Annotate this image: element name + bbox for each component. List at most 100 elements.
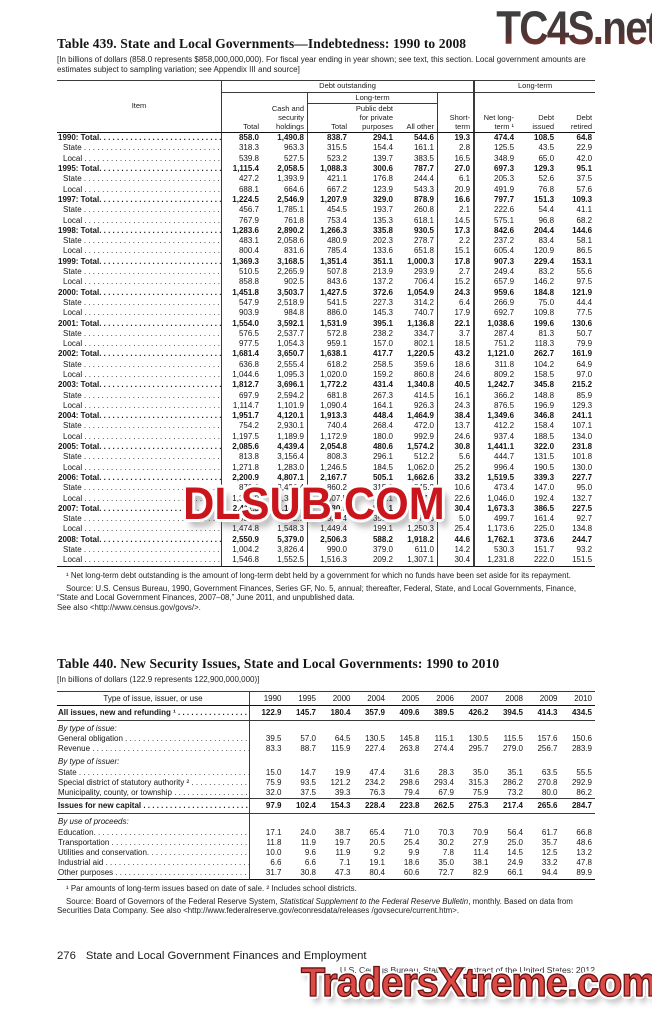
table-row: 2005: Total. . . . . . . . . . . . . . .… xyxy=(57,442,595,453)
table-row: State . . . . . . . . . . . . . . . . . … xyxy=(57,205,595,216)
cell: 1,351.4 xyxy=(320,256,347,266)
cell: 1,172.9 xyxy=(320,431,347,441)
cell: 249.4 xyxy=(474,267,517,278)
row-label: State . . . . . . . . . . . . . . . . . … xyxy=(57,267,222,278)
cell: 176.8 xyxy=(372,174,393,184)
col-header-year: 2006 xyxy=(422,692,457,706)
table-439-title: Table 439. State and Local Governments—I… xyxy=(57,36,467,51)
cell: 52.6 xyxy=(538,174,555,184)
cell: 797.7 xyxy=(474,194,517,206)
table-row: State . . . . . . . . . . . . . . . . . … xyxy=(57,297,595,309)
cell: 108.5 xyxy=(534,133,555,143)
table-row: State . . . . . . . . . . . . . . . . . … xyxy=(57,514,595,525)
cell: 80.0 xyxy=(526,788,561,800)
cell: 38.7 xyxy=(334,827,351,837)
cell: 148.8 xyxy=(534,390,555,400)
cell xyxy=(388,721,423,734)
cell: 1,380.7 xyxy=(262,493,308,504)
cell: 984.8 xyxy=(262,308,308,319)
cell: 228.4 xyxy=(353,799,388,815)
cell xyxy=(457,754,492,767)
table-row: 2000: Total. . . . . . . . . . . . . . .… xyxy=(57,287,595,298)
cell: 222.0 xyxy=(517,555,558,567)
cell: 132.7 xyxy=(572,493,593,503)
source-federal-reserve: Source: Board of Governors of the Federa… xyxy=(57,897,573,916)
cell: 14.5 xyxy=(438,215,475,226)
table-row: State . . . . . . . . . . . . . . . . . … xyxy=(57,452,595,463)
cell: 55.6 xyxy=(576,267,593,277)
table-439-section: Table 439. State and Local Governments—I… xyxy=(57,36,596,612)
cell xyxy=(423,721,458,734)
row-label: State . . . . . . . . . . . . . . . . . … xyxy=(57,483,222,494)
cell: 11.9 xyxy=(301,837,316,847)
cell: 315.3 xyxy=(468,777,489,787)
cell: 11.4 xyxy=(473,848,489,858)
cell: 618.2 xyxy=(326,359,347,369)
row-label: State . . . . . . . . . . . . . . . . . … xyxy=(57,421,222,432)
group-header-debt-outstanding: Debt outstanding xyxy=(222,81,475,93)
cell: 858.0 xyxy=(238,133,259,143)
table-row: Local . . . . . . . . . . . . . . . . . … xyxy=(57,246,595,257)
row-label: 2001: Total. . . . . . . . . . . . . . .… xyxy=(58,318,222,329)
group-header-long-term: Long-term xyxy=(474,81,596,93)
cell: 322.0 xyxy=(534,442,555,452)
cell: 57.6 xyxy=(576,184,593,194)
table-row: Special district of statutory authority … xyxy=(57,777,595,789)
cell: 1,340.8 xyxy=(396,380,438,391)
cell: 3,696.1 xyxy=(262,380,308,391)
cell: 876.5 xyxy=(474,400,517,412)
table-row: 2006: Total. . . . . . . . . . . . . . .… xyxy=(57,472,595,484)
cell: 838.7 xyxy=(326,133,347,143)
cell: 959.1 xyxy=(326,339,347,349)
cell: 1,207.9 xyxy=(320,194,347,204)
cell: 213.9 xyxy=(372,267,393,277)
cell: 394.5 xyxy=(491,706,526,721)
cell: 688.1 xyxy=(238,184,259,194)
cell xyxy=(388,814,423,827)
col-header-type-of-issue: Type of issue, issuer, or use xyxy=(57,691,250,706)
cell: 1,121.0 xyxy=(474,349,517,360)
cell: 47.8 xyxy=(576,858,592,868)
table-row: Local . . . . . . . . . . . . . . . . . … xyxy=(57,184,595,195)
cell xyxy=(319,721,354,734)
cell: 1,020.0 xyxy=(320,369,347,379)
cell: 33.2 xyxy=(541,858,558,868)
col-header-lt-public-debt: Public debt for private purposes xyxy=(350,104,396,134)
cell: 33.2 xyxy=(438,472,475,484)
cell: 55.5 xyxy=(576,767,592,777)
cell: 1,951.7 xyxy=(232,411,259,421)
cell: 510.5 xyxy=(238,267,259,277)
row-label: Local . . . . . . . . . . . . . . . . . … xyxy=(57,369,222,381)
cell: 24.0 xyxy=(300,827,316,837)
cell: 77.5 xyxy=(576,308,593,318)
row-label: State . . . . . . . . . . . . . . . . . … xyxy=(57,205,222,216)
cell: 147.0 xyxy=(534,483,555,493)
cell: 35.1 xyxy=(507,767,523,777)
row-label: Local . . . . . . . . . . . . . . . . . … xyxy=(57,339,222,350)
cell: 870.9 xyxy=(238,483,259,493)
cell: 227.3 xyxy=(372,297,393,307)
row-label: 1998: Total. . . . . . . . . . . . . . .… xyxy=(58,225,222,237)
cell: 262.7 xyxy=(534,349,555,359)
cell: 65.4 xyxy=(369,827,385,837)
table-row: State . . . . . . . . . . . . . . . . . … xyxy=(57,545,595,556)
cell: 71.0 xyxy=(403,827,420,837)
cell: 161.1 xyxy=(396,143,438,154)
row-label: By use of proceeds: xyxy=(57,814,250,828)
cell: 88.7 xyxy=(300,744,316,754)
cell: 231.8 xyxy=(572,442,593,452)
cell: 681.8 xyxy=(326,390,347,400)
row-label: State . . . . . . . . . . . . . . . . . … xyxy=(57,514,222,525)
col-header-year: 2009 xyxy=(526,692,561,706)
cell: 427.2 xyxy=(238,174,259,184)
cell: 180.0 xyxy=(372,431,393,441)
cell: 1,283.6 xyxy=(232,225,259,235)
cell: 19.9 xyxy=(334,767,351,777)
cell: 414.3 xyxy=(526,706,561,721)
cell: 9.2 xyxy=(373,848,385,858)
cell: 82.9 xyxy=(457,868,492,880)
cell: 75.0 xyxy=(538,297,555,307)
cell: 1,546.8 xyxy=(222,555,262,567)
cell: 474.4 xyxy=(474,133,517,144)
